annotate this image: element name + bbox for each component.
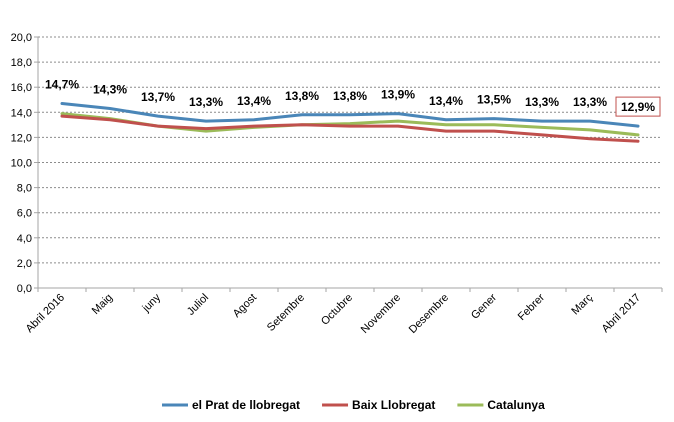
data-label: 13,4% (237, 94, 271, 108)
x-tick-label: Abril 2017 (600, 292, 644, 336)
gridlines (38, 36, 662, 264)
data-label: 13,7% (141, 90, 175, 104)
x-tick-label: Maig (90, 292, 115, 317)
x-tick-label: Octubre (319, 292, 355, 328)
highlight-label-box (615, 96, 661, 117)
legend-label: el Prat de llobregat (192, 398, 300, 412)
data-label: 13,9% (381, 88, 415, 102)
series-lines (60, 102, 640, 143)
data-label: 14,3% (93, 83, 127, 97)
x-tick-label: Gener (469, 291, 499, 321)
x-tick-label: Abril 2016 (24, 292, 68, 336)
data-label: 13,8% (285, 89, 319, 103)
y-tick-label: 16,0 (11, 82, 32, 94)
y-tick-label: 10,0 (11, 158, 32, 170)
data-label: 13,5% (477, 93, 511, 107)
x-tick-label: Febrer (516, 291, 548, 323)
y-tick-label: 8,0 (17, 183, 32, 195)
x-tick-label: Novembre (359, 292, 403, 336)
y-tick-label: 14,0 (11, 107, 32, 119)
data-label: 13,8% (333, 89, 367, 103)
series-line (60, 102, 640, 128)
y-tick-label: 6,0 (17, 208, 32, 220)
x-tick-label: juny (140, 291, 164, 315)
data-label: 13,4% (429, 94, 463, 108)
y-tick-label: 4,0 (17, 233, 32, 245)
y-tick-label: 12,0 (11, 132, 32, 144)
x-tick-label: Setembre (265, 292, 307, 334)
legend-label: Catalunya (487, 398, 545, 412)
data-label: 12,9% (621, 100, 655, 114)
legend: el Prat de llobregat Baix Llobregat Catalu… (162, 398, 545, 412)
data-label: 13,3% (573, 95, 607, 109)
legend-label: Baix Llobregat (352, 398, 435, 412)
data-label: 13,3% (189, 95, 223, 109)
data-labels: 14,7% 14,3% 13,7% 13,3% 13,4% 13,8% 13,8% 13,9%… (45, 78, 661, 117)
x-axis-ticks: Abril 2016 Maig juny Juliol Agost Setembre Oct… (24, 288, 663, 336)
x-tick-label: Març (569, 291, 595, 317)
data-label: 13,3% (525, 95, 559, 109)
x-tick-label: Desembre (407, 292, 451, 336)
y-tick-label: 20,0 (11, 32, 32, 44)
y-tick-label: 2,0 (17, 258, 32, 270)
y-tick-label: 0,0 (17, 283, 32, 295)
series-line (60, 114, 640, 143)
y-tick-label: 18,0 (11, 57, 32, 69)
x-tick-label: Agost (231, 292, 259, 320)
data-label: 14,7% (45, 78, 79, 92)
y-axis-ticks: 0,0 2,0 4,0 6,0 8,0 10,0 12,0 14,0 16,0 18,0 20,0 (11, 32, 38, 295)
x-tick-label: Juliol (185, 292, 211, 318)
